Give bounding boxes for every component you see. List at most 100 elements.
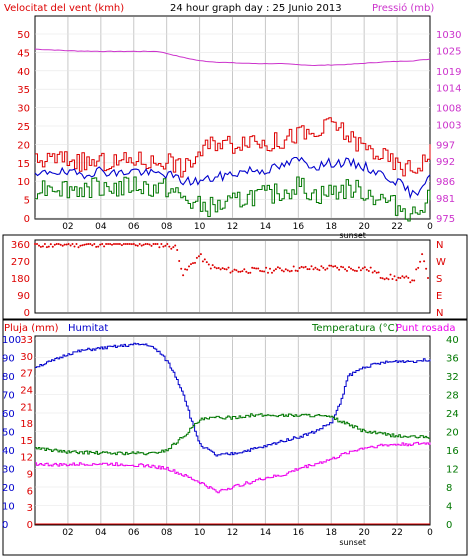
direction-point (55, 243, 58, 245)
temperature-tick-label: 12 (446, 465, 459, 476)
direction-point (425, 267, 428, 270)
direction-point (180, 267, 183, 270)
direction-point (383, 278, 386, 281)
direction-point (257, 267, 260, 270)
direction-point (213, 266, 216, 269)
rain-tick-label: 3 (27, 503, 33, 514)
direction-point (284, 268, 287, 271)
wind-tick-label: 50 (17, 30, 30, 41)
direction-point (381, 277, 384, 280)
direction-point (322, 266, 325, 269)
direction-point (346, 269, 348, 272)
rain-tick-label: 21 (20, 402, 33, 413)
temperature-label: Temperatura (°C) (311, 323, 399, 334)
direction-point (427, 277, 429, 279)
hour-tick-label: 02 (62, 528, 73, 538)
wind-tick-label: 20 (17, 140, 30, 151)
direction-point (369, 266, 372, 269)
pressure-tick-label: 981 (436, 194, 455, 205)
direction-point (219, 268, 222, 271)
direction-point (320, 265, 323, 268)
direction-point (205, 261, 208, 264)
direction-point (247, 272, 250, 274)
pressure-tick-label: 975 (436, 214, 455, 225)
direction-point (310, 265, 313, 268)
direction-point (276, 266, 279, 269)
direction-point (263, 270, 266, 273)
direction-point (302, 266, 305, 269)
series-avg (34, 156, 431, 200)
direction-point (403, 276, 406, 279)
direction-point (316, 268, 319, 271)
hour-tick-label: 18 (326, 222, 338, 232)
direction-point (261, 270, 264, 273)
direction-point (43, 243, 46, 245)
hour-tick-label: 12 (227, 222, 238, 232)
direction-point (288, 270, 291, 273)
series-humidity (35, 342, 431, 457)
humidity-tick-label: 40 (2, 446, 15, 457)
direction-point (85, 243, 88, 246)
temperature-tick-label: 36 (446, 354, 459, 365)
hour-tick-label: 10 (194, 222, 206, 232)
direction-tick-label: 90 (17, 291, 30, 302)
hour-tick-label: 0 (427, 528, 433, 538)
direction-point (241, 270, 244, 273)
direction-point (274, 268, 277, 271)
direction-point (306, 268, 309, 271)
direction-point (348, 266, 350, 269)
humidity-tick-label: 100 (2, 335, 21, 346)
direction-point (138, 243, 141, 245)
direction-point (51, 245, 54, 248)
wind-tick-label: 10 (17, 177, 30, 188)
direction-point (41, 245, 44, 248)
direction-point (359, 269, 362, 272)
direction-point (391, 278, 394, 280)
pressure-tick-label: 986 (436, 177, 455, 188)
direction-point (245, 270, 248, 273)
direction-tick-label: 270 (11, 257, 30, 268)
direction-point (178, 260, 181, 262)
direction-point (397, 276, 400, 279)
direction-tick-label: 360 (11, 240, 30, 251)
pressure-label: Pressió (mb) (372, 2, 434, 14)
direction-point (344, 268, 347, 271)
direction-point (300, 265, 303, 268)
direction-point (71, 243, 74, 245)
direction-point (130, 243, 133, 246)
direction-point (361, 267, 364, 270)
humidity-tick-label: 80 (2, 372, 15, 383)
direction-point (113, 243, 115, 245)
direction-point (126, 243, 129, 245)
direction-point (36, 243, 38, 245)
direction-point (231, 270, 234, 273)
direction-point (105, 243, 108, 245)
direction-point (148, 243, 151, 246)
temperature-tick-label: 4 (446, 502, 452, 513)
compass-tick-label: E (436, 291, 442, 302)
direction-point (152, 243, 155, 245)
direction-point (393, 275, 396, 278)
direction-point (312, 268, 315, 271)
direction-point (269, 267, 271, 270)
direction-point (225, 268, 228, 271)
rain-tick-label: 18 (20, 419, 33, 430)
bottom-panel-frame (34, 335, 431, 526)
direction-point (87, 243, 90, 245)
direction-point (355, 270, 358, 272)
hour-tick-label: 18 (326, 528, 338, 538)
pressure-tick-label: 997 (436, 140, 455, 151)
direction-point (352, 268, 354, 271)
hour-tick-label: 14 (260, 528, 272, 538)
direction-point (385, 277, 388, 280)
direction-point (290, 269, 293, 272)
direction-point (328, 264, 331, 267)
direction-point (379, 276, 382, 279)
direction-point (209, 267, 212, 270)
humidity-tick-label: 30 (2, 465, 15, 476)
direction-point (47, 245, 50, 248)
humidity-tick-label: 0 (2, 520, 8, 531)
direction-point (45, 246, 48, 249)
direction-point (75, 243, 78, 245)
direction-point (128, 243, 131, 245)
